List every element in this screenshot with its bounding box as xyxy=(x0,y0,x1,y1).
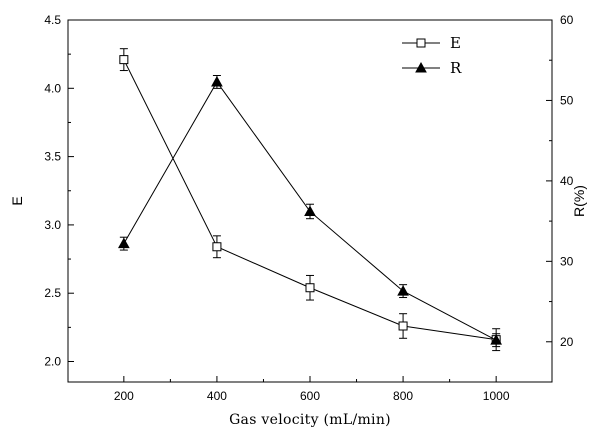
data-point-r xyxy=(397,285,409,296)
x-tick-label: 600 xyxy=(300,389,320,403)
legend-label: E xyxy=(450,34,461,52)
legend-marker xyxy=(416,38,426,48)
data-point-r xyxy=(490,334,503,345)
y-right-tick-label: 40 xyxy=(560,174,574,188)
y-left-tick-label: 4.0 xyxy=(44,81,61,95)
legend-item-r: R xyxy=(402,59,462,77)
data-point-r xyxy=(117,237,130,249)
y-axis-left-title: E xyxy=(9,196,25,205)
legend: ER xyxy=(402,34,462,77)
x-tick-label: 400 xyxy=(207,389,227,403)
legend-marker xyxy=(415,61,427,73)
data-point-r xyxy=(304,205,316,216)
legend-item-e: E xyxy=(402,34,461,52)
legend-label: R xyxy=(450,59,462,77)
data-point-e xyxy=(119,55,129,65)
x-tick-label: 1000 xyxy=(483,389,510,403)
data-point-e xyxy=(212,242,222,252)
data-point-e xyxy=(305,283,315,293)
x-tick-label: 200 xyxy=(114,389,134,403)
y-left-tick-label: 3.5 xyxy=(44,150,61,164)
y-left-tick-label: 2.0 xyxy=(44,355,61,369)
y-axis-right-title: R(%) xyxy=(571,185,587,217)
y-left-tick-label: 3.0 xyxy=(44,218,61,232)
series-group xyxy=(117,48,503,352)
plot-frame xyxy=(67,19,553,383)
series-r xyxy=(117,75,503,348)
data-point-e xyxy=(398,321,408,331)
x-tick-label: 800 xyxy=(393,389,413,403)
x-axis-title: Gas velocity (mL/min) xyxy=(229,412,391,428)
y-left-tick-label: 4.5 xyxy=(44,13,61,27)
y-right-tick-label: 30 xyxy=(560,254,574,268)
axes-group xyxy=(67,19,553,383)
y-right-tick-label: 50 xyxy=(560,93,574,107)
y-left-tick-label: 2.5 xyxy=(44,286,61,300)
y-right-tick-label: 20 xyxy=(560,335,574,349)
y-right-tick-label: 60 xyxy=(560,13,574,27)
data-point-r xyxy=(211,75,223,87)
ticks-group: 200 400 600 800 1000 2.0 2.5 3.0 3.5 4.0 4.5 20 30 40… xyxy=(44,13,573,403)
series-e xyxy=(119,48,501,352)
